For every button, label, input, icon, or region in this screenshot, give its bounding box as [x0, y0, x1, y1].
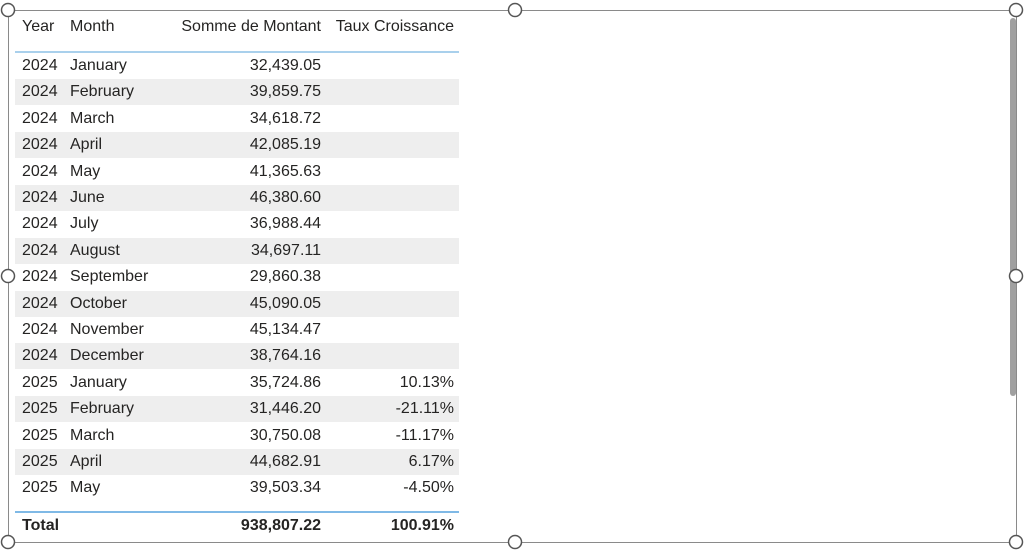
cell-somme: 30,750.08 [249, 426, 321, 444]
cell-taux: -11.17% [395, 426, 454, 444]
cell-month: June [70, 189, 105, 206]
cell-month: May [70, 479, 101, 497]
table-row: 2024 April 42,085.19 [15, 132, 459, 159]
total-line [15, 511, 459, 513]
table-row: 2024 October 45,090.05 [15, 290, 459, 317]
cell-month: October [70, 294, 127, 312]
cell-year: 2024 [22, 162, 58, 180]
cell-year: 2025 [22, 453, 58, 470]
cell-somme: 29,860.38 [249, 268, 321, 286]
cell-somme: 32,439.05 [249, 57, 321, 74]
cell-month: August [70, 241, 120, 259]
cell-taux: 10.13% [399, 373, 454, 391]
cell-somme: 44,682.91 [249, 453, 321, 470]
cell-somme: 45,134.47 [249, 321, 321, 338]
table-row: 2024 May 41,365.63 [15, 159, 459, 185]
cell-month: January [70, 57, 127, 74]
cell-year: 2024 [22, 83, 58, 101]
table-row: 2024 November 45,134.47 [15, 317, 459, 343]
cell-year: 2024 [22, 189, 58, 206]
cell-month: April [70, 453, 103, 470]
table: Year Month Somme de Montant Taux Croissa… [15, 14, 459, 540]
total-taux: 100.91% [390, 517, 454, 534]
cell-month: May [70, 162, 101, 180]
cell-month: February [70, 400, 135, 418]
table-row: 2024 February 39,859.75 [15, 79, 459, 106]
cell-taux: -4.50% [403, 479, 454, 497]
cell-year: 2024 [22, 241, 58, 259]
table-row: 2024 June 46,380.60 [15, 185, 459, 211]
table-row: 2025 March 30,750.08 -11.17% [15, 423, 459, 449]
cell-somme: 41,365.63 [249, 162, 321, 180]
table-row: 2025 April 44,682.91 6.17% [15, 449, 459, 475]
cell-year: 2024 [22, 57, 58, 74]
cell-year: 2025 [22, 479, 58, 497]
table-row: 2024 March 34,618.72 [15, 106, 459, 132]
cell-somme: 42,085.19 [249, 136, 321, 154]
cell-year: 2025 [22, 400, 58, 418]
total-somme: 938,807.22 [240, 517, 321, 534]
cell-month: April [70, 136, 103, 154]
cell-somme: 31,446.20 [249, 400, 321, 418]
cell-taux: -21.11% [395, 400, 454, 418]
cell-year: 2024 [22, 109, 58, 127]
cell-somme: 45,090.05 [249, 294, 321, 312]
table-row: 2024 August 34,697.11 [15, 237, 459, 264]
table-row: 2024 December 38,764.16 [15, 343, 459, 370]
cell-somme: 34,697.11 [251, 241, 321, 259]
cell-year: 2025 [22, 426, 58, 444]
cell-somme: 38,764.16 [249, 347, 321, 365]
header-taux[interactable]: Taux Croissance [335, 18, 454, 35]
cell-month: December [70, 347, 144, 365]
table-row: 2024 January 32,439.05 [15, 53, 459, 79]
cell-month: January [70, 373, 127, 391]
cell-somme: 35,724.86 [249, 373, 321, 391]
header-somme[interactable]: Somme de Montant [181, 18, 321, 35]
cell-month: July [70, 215, 99, 233]
table-row: 2025 January 35,724.86 10.13% [15, 370, 459, 396]
cell-year: 2024 [22, 136, 58, 154]
cell-somme: 36,988.44 [249, 215, 321, 233]
header-line [15, 51, 459, 53]
header-year[interactable]: Year [22, 18, 55, 35]
table-row: 2025 February 31,446.20 -21.11% [15, 396, 459, 423]
cell-somme: 39,503.34 [249, 479, 321, 497]
table-row: 2025 May 39,503.34 -4.50% [15, 475, 459, 501]
total-label: Total [22, 517, 60, 534]
table-row: 2024 September 29,860.38 [15, 264, 459, 290]
cell-month: November [70, 321, 144, 338]
table-row: 2024 July 36,988.44 [15, 211, 459, 237]
table-body: 2024 January 32,439.05 2024 February 39,859.7… [15, 53, 459, 512]
cell-month: September [70, 268, 149, 286]
cell-somme: 34,618.72 [249, 109, 321, 127]
cell-somme: 46,380.60 [249, 189, 321, 206]
cell-month: February [70, 83, 135, 101]
scrollbar[interactable] [1010, 18, 1016, 396]
cell-somme: 39,859.75 [249, 83, 321, 101]
cell-year: 2024 [22, 294, 58, 312]
header-month[interactable]: Month [70, 18, 115, 35]
cell-taux: 6.17% [408, 453, 454, 470]
cell-month: March [70, 426, 115, 444]
cell-year: 2024 [22, 215, 58, 233]
cell-year: 2024 [22, 268, 58, 286]
cell-year: 2025 [22, 373, 58, 391]
cell-month: March [70, 109, 115, 127]
cell-year: 2024 [22, 347, 58, 365]
cell-year: 2024 [22, 321, 58, 338]
